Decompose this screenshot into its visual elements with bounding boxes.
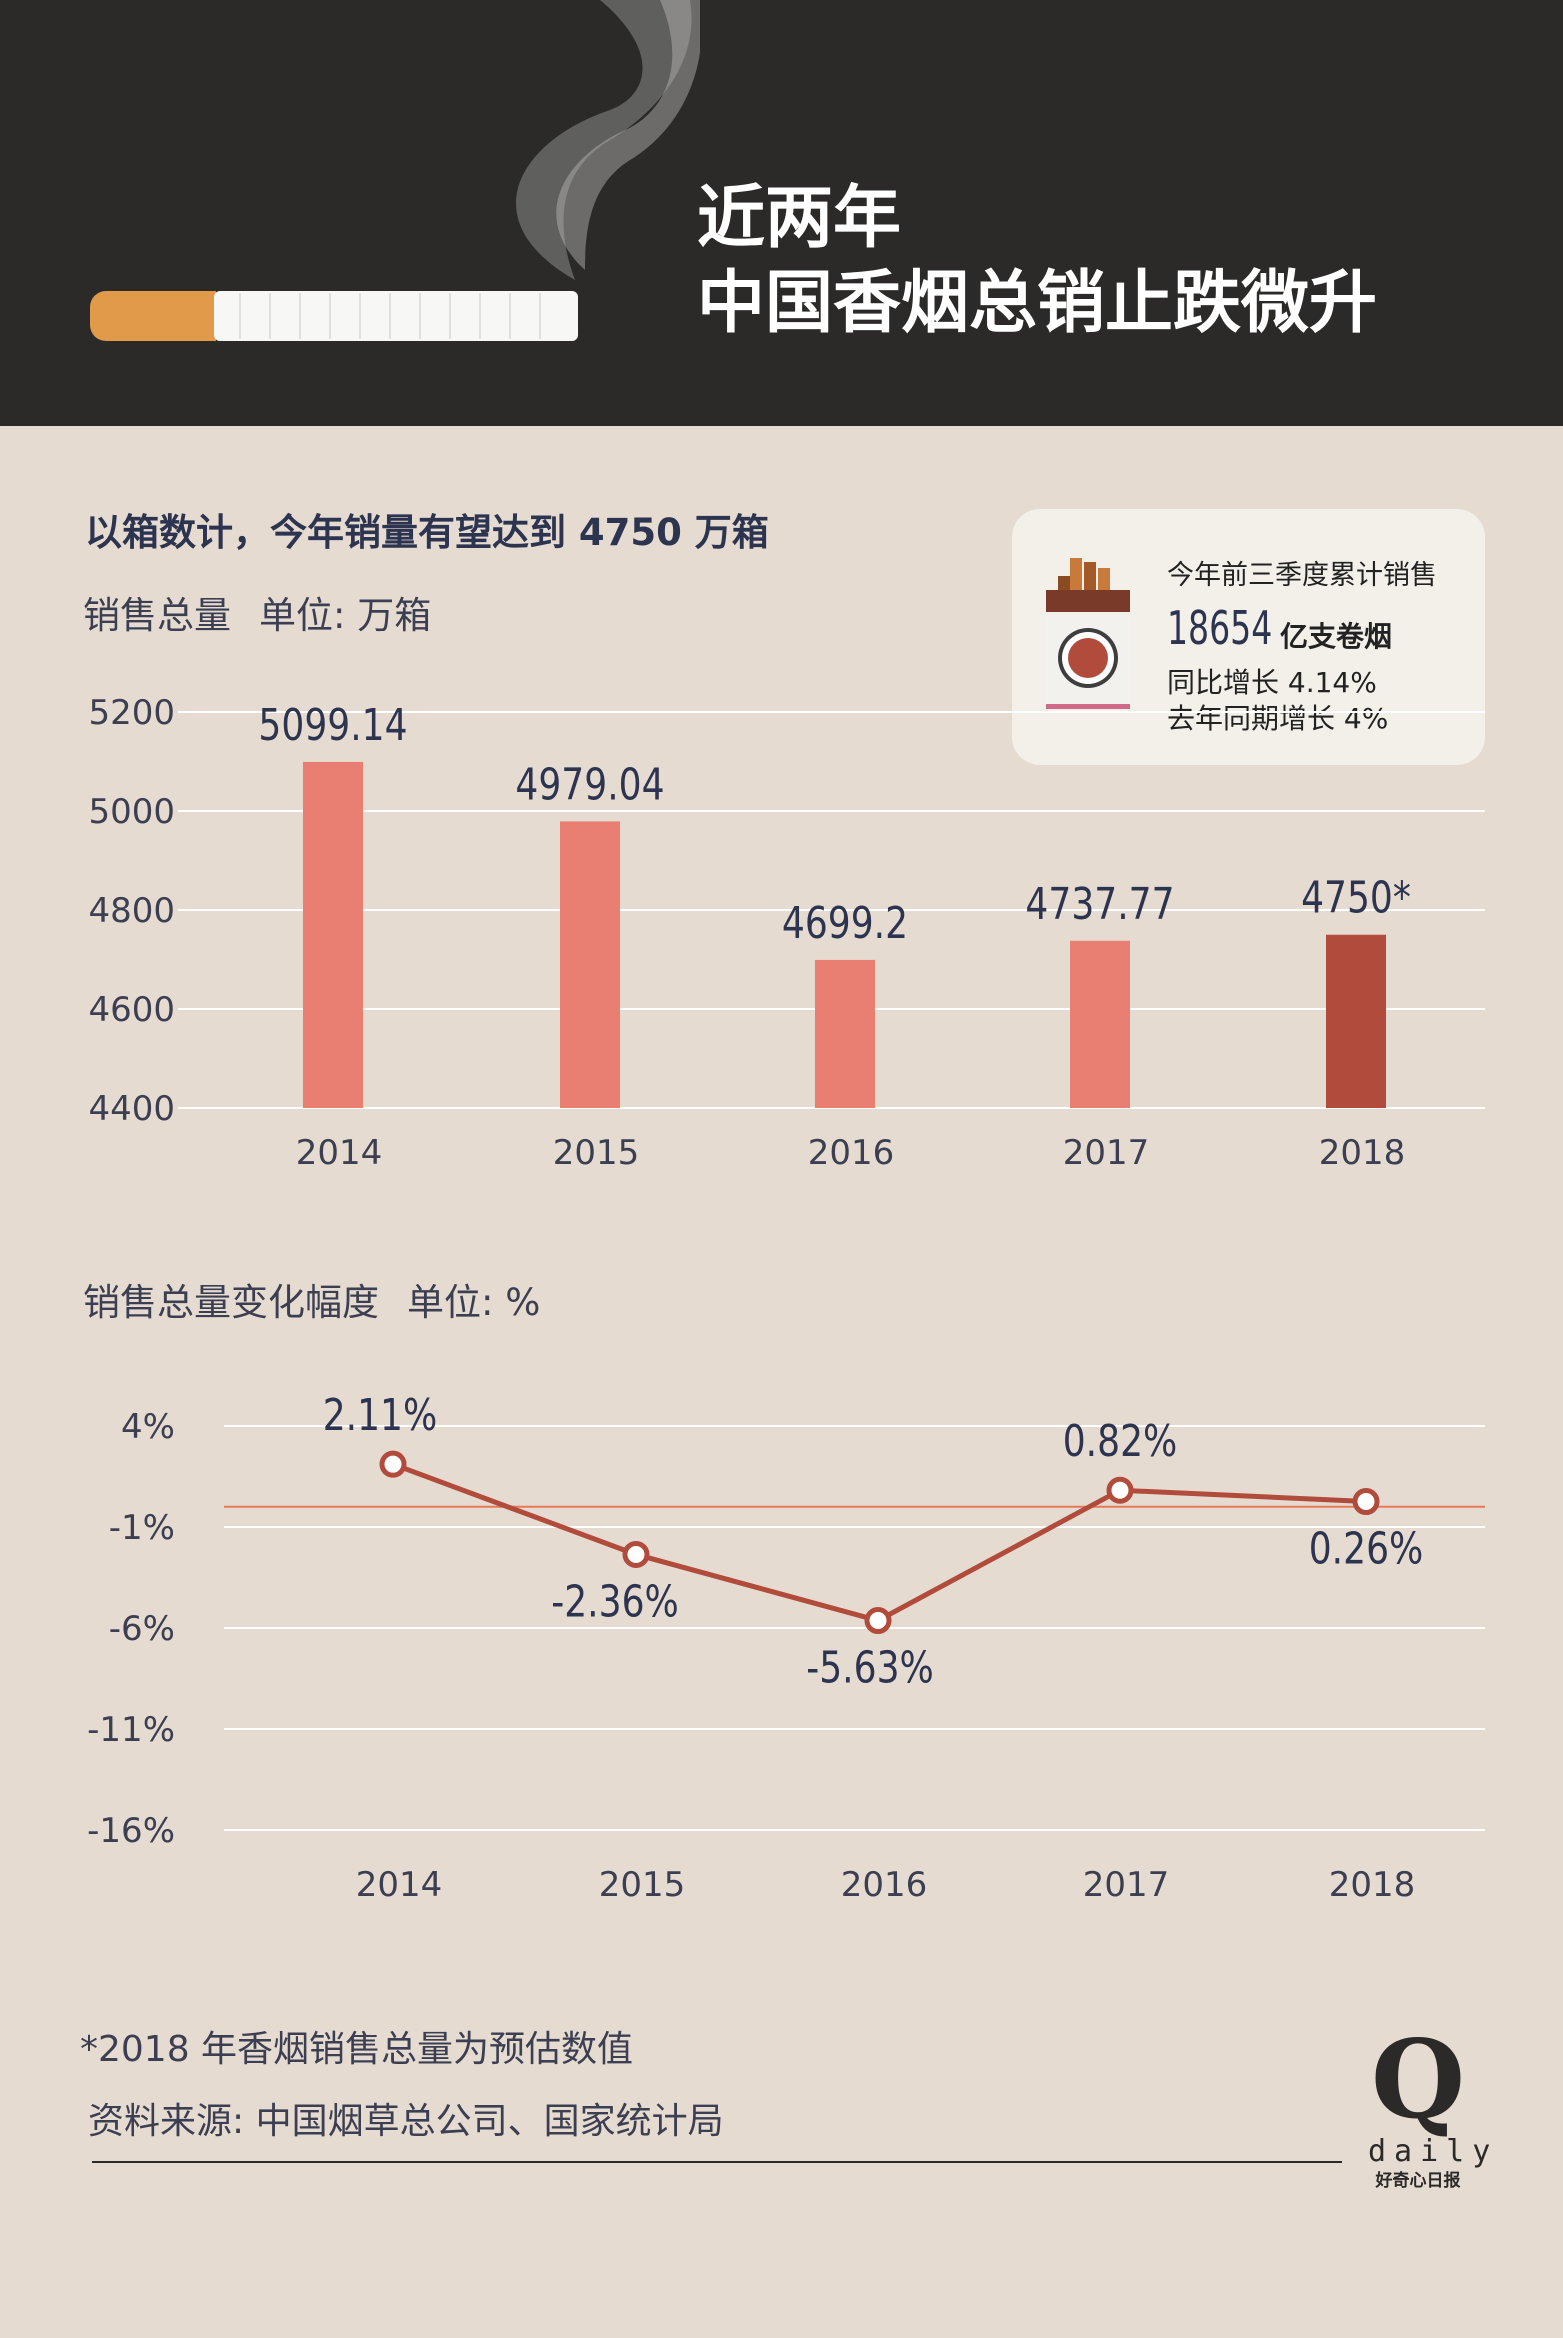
bar bbox=[1070, 940, 1130, 1108]
bar-value-label: 4750* bbox=[1301, 873, 1411, 923]
line-chart-title: 销售总量变化幅度 bbox=[83, 1281, 379, 1324]
cigarette-illustration bbox=[90, 0, 700, 341]
data-point bbox=[622, 1540, 650, 1568]
bar bbox=[1326, 934, 1386, 1108]
data-point bbox=[1352, 1488, 1380, 1516]
logo-letter: Q bbox=[1370, 2017, 1466, 2143]
bar-value-label: 4699.2 bbox=[782, 899, 908, 949]
y-tick-label: 4800 bbox=[88, 891, 175, 931]
point-value-label: -2.36% bbox=[551, 1577, 679, 1627]
x-tick-label: 2018 bbox=[1329, 1865, 1416, 1905]
x-tick-label: 2014 bbox=[356, 1865, 443, 1905]
line-chart-unit: 单位: % bbox=[407, 1281, 541, 1324]
data-point bbox=[379, 1450, 407, 1478]
y-tick-label: 5200 bbox=[88, 693, 175, 733]
bar-value-label: 4979.04 bbox=[515, 760, 664, 810]
x-tick-label: 2017 bbox=[1083, 1865, 1170, 1905]
cigarette-paper-icon bbox=[214, 291, 578, 341]
x-tick-label: 2014 bbox=[296, 1133, 383, 1173]
bar-chart: 5200 5000 4800 4600 4400 5099.14 2014 4979.04 20… bbox=[88, 693, 1485, 1173]
x-tick-label: 2017 bbox=[1063, 1133, 1150, 1173]
bar-value-label: 5099.14 bbox=[258, 701, 407, 751]
y-tick-label: -16% bbox=[87, 1811, 175, 1851]
headline: 以箱数计，今年销量有望达到 4750 万箱 bbox=[85, 511, 769, 554]
card-yoy-growth: 同比增长 4.14% bbox=[1167, 666, 1377, 699]
y-tick-label: 4% bbox=[121, 1407, 175, 1447]
line-chart: 4% -1% -6% -11% -16% 2.11% 2014 -2.36% 2015 -5.63… bbox=[87, 1391, 1485, 1905]
y-tick-label: -11% bbox=[87, 1710, 175, 1750]
bar-chart-unit: 单位: 万箱 bbox=[259, 594, 432, 637]
smoke-icon bbox=[516, 0, 692, 280]
bar bbox=[560, 821, 620, 1108]
point-value-label: 2.11% bbox=[323, 1391, 438, 1441]
card-last-year-growth: 去年同期增长 4% bbox=[1167, 702, 1389, 735]
data-point bbox=[1106, 1476, 1134, 1504]
x-tick-label: 2018 bbox=[1319, 1133, 1406, 1173]
qdaily-logo: Q daily 好奇心日报 bbox=[1368, 2017, 1499, 2193]
x-tick-label: 2016 bbox=[841, 1865, 928, 1905]
y-tick-label: -1% bbox=[109, 1508, 175, 1548]
y-tick-label: 4400 bbox=[88, 1089, 175, 1129]
logo-word: daily bbox=[1368, 2134, 1499, 2169]
footer-divider bbox=[92, 2161, 1342, 2163]
y-tick-label: 4600 bbox=[88, 990, 175, 1030]
y-tick-label: -6% bbox=[109, 1609, 175, 1649]
bar bbox=[303, 761, 363, 1108]
card-big-number: 18654 bbox=[1167, 601, 1273, 655]
series-line bbox=[392, 1461, 1367, 1624]
x-tick-label: 2016 bbox=[808, 1133, 895, 1173]
source-note: 资料来源: 中国烟草总公司、国家统计局 bbox=[88, 2101, 724, 2142]
smoke-wisp-icon bbox=[556, 0, 700, 270]
bar-chart-title: 销售总量 bbox=[83, 594, 231, 637]
point-value-label: -5.63% bbox=[806, 1643, 934, 1693]
card-unit: 亿支卷烟 bbox=[1280, 620, 1393, 653]
info-card: 今年前三季度累计销售 18654 亿支卷烟 同比增长 4.14% 去年同期增长 … bbox=[1012, 509, 1485, 765]
page-title: 近两年 中国香烟总销止跌微升 bbox=[697, 176, 1377, 346]
cigarette-pack-icon bbox=[1046, 558, 1130, 709]
point-value-label: 0.82% bbox=[1063, 1417, 1178, 1467]
bar-value-label: 4737.77 bbox=[1025, 879, 1174, 929]
header: 近两年 中国香烟总销止跌微升 bbox=[0, 0, 1563, 426]
point-value-label: 0.26% bbox=[1309, 1524, 1424, 1574]
title-line-2: 中国香烟总销止跌微升 bbox=[697, 264, 1378, 343]
title-line-1: 近两年 bbox=[697, 179, 902, 258]
bar bbox=[815, 959, 875, 1108]
x-tick-label: 2015 bbox=[553, 1133, 640, 1173]
footnote: *2018 年香烟销售总量为预估数值 bbox=[80, 2029, 634, 2070]
logo-tagline: 好奇心日报 bbox=[1375, 2171, 1461, 2191]
card-line-1: 今年前三季度累计销售 bbox=[1167, 560, 1437, 591]
y-tick-label: 5000 bbox=[88, 792, 175, 832]
bar-chart-label: 销售总量 单位: 万箱 bbox=[83, 585, 459, 639]
line-chart-label: 销售总量变化幅度 单位: % bbox=[83, 1272, 568, 1326]
data-point bbox=[864, 1607, 892, 1635]
x-tick-label: 2015 bbox=[599, 1865, 686, 1905]
